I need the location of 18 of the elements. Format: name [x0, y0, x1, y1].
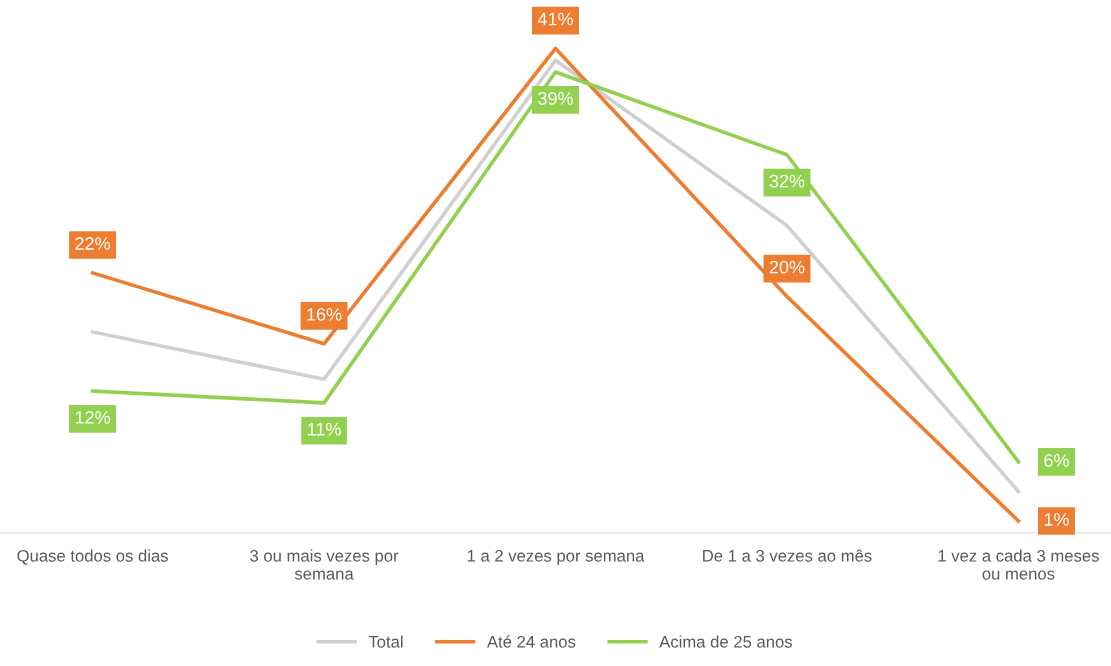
x-tick-label: 3 ou mais vezes por semana: [250, 549, 399, 580]
x-tick-label: Quase todos os dias: [17, 549, 168, 565]
x-tick-label: 1 a 2 vezes por semana: [467, 549, 645, 565]
data-label: 6%: [1044, 453, 1069, 467]
x-tick-label: De 1 a 3 vezes ao mês: [703, 549, 872, 562]
data-label: 1%: [1044, 513, 1069, 526]
data-label: 22%: [75, 237, 111, 250]
data-label: 32%: [769, 174, 805, 188]
data-label: 20%: [769, 260, 805, 274]
data-label: 16%: [307, 307, 342, 321]
x-tick-label: 1 vez a cada 3 meses ou menos: [938, 549, 1099, 580]
data-label: 39%: [538, 91, 573, 105]
data-label: 41%: [537, 12, 573, 26]
legend-label: Total: [368, 635, 403, 648]
data-label: 12%: [75, 410, 111, 424]
legend-label: Acima de 25 anos: [659, 635, 793, 648]
data-label: 11%: [308, 422, 341, 436]
legend-label: Até 24 anos: [486, 635, 576, 648]
